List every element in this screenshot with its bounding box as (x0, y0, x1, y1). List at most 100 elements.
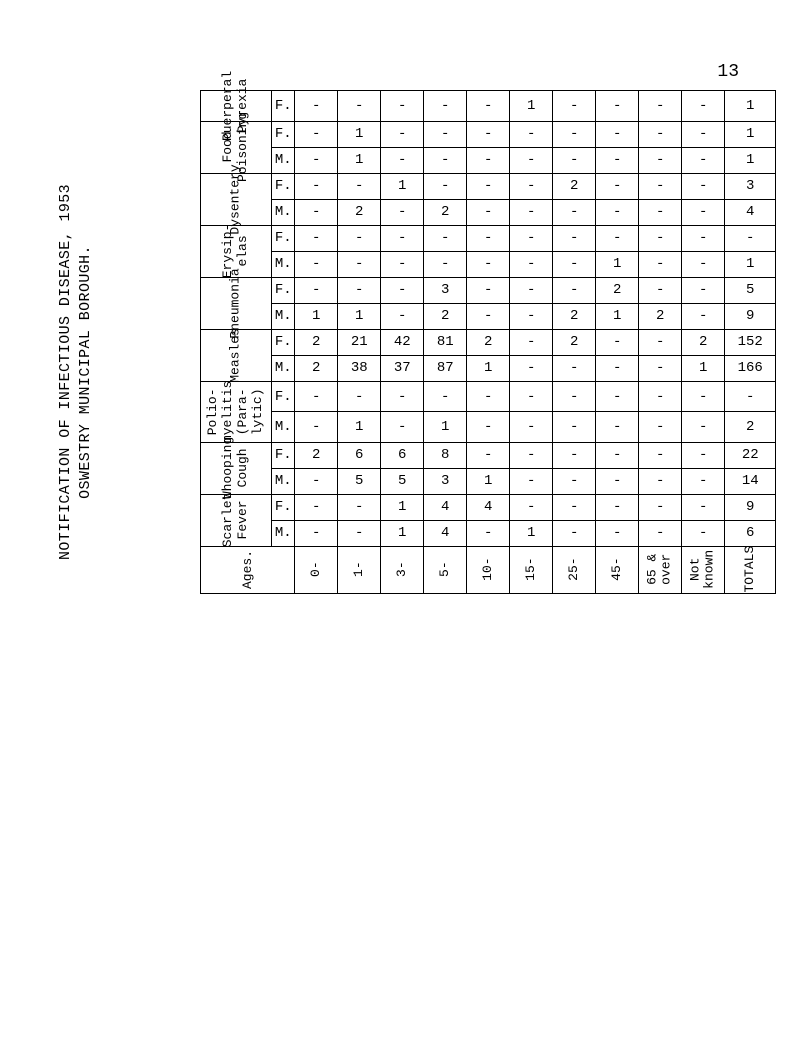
data-cell: - (553, 251, 596, 277)
total-cell: - (725, 381, 776, 411)
data-cell: - (596, 121, 639, 147)
data-cell: - (338, 91, 381, 122)
data-cell: - (553, 121, 596, 147)
data-cell: - (381, 199, 424, 225)
data-cell: 1 (381, 173, 424, 199)
total-cell: 3 (725, 173, 776, 199)
data-cell: - (553, 468, 596, 494)
data-cell: - (682, 381, 725, 411)
data-cell: - (553, 494, 596, 520)
data-cell: - (467, 121, 510, 147)
data-cell: - (639, 251, 682, 277)
sex-label-m: M. (272, 251, 295, 277)
data-cell: - (467, 225, 510, 251)
total-cell: 166 (725, 355, 776, 381)
data-cell: - (295, 173, 338, 199)
data-cell: - (467, 442, 510, 468)
page: 13 NOTIFICATION OF INFECTIOUS DISEASE, 1… (0, 0, 801, 1056)
data-cell: - (639, 225, 682, 251)
data-cell: - (553, 381, 596, 411)
data-cell: - (467, 381, 510, 411)
data-cell: - (467, 520, 510, 546)
sex-label-m: M. (272, 147, 295, 173)
data-cell: - (639, 412, 682, 442)
data-cell: - (596, 355, 639, 381)
data-cell: - (553, 91, 596, 122)
sex-label-m: M. (272, 199, 295, 225)
data-cell: 81 (424, 329, 467, 355)
data-cell: - (424, 173, 467, 199)
data-cell: 87 (424, 355, 467, 381)
data-cell: - (682, 251, 725, 277)
data-cell: - (553, 147, 596, 173)
data-cell: - (596, 412, 639, 442)
data-cell: - (553, 355, 596, 381)
data-cell: - (682, 147, 725, 173)
data-cell: - (553, 225, 596, 251)
sex-label-f: F. (272, 381, 295, 411)
ages-header: Ages. (201, 546, 295, 593)
data-cell: - (682, 412, 725, 442)
data-cell: - (639, 199, 682, 225)
total-cell: 22 (725, 442, 776, 468)
data-cell: - (424, 251, 467, 277)
data-cell: - (510, 199, 553, 225)
data-cell: - (510, 381, 553, 411)
data-cell: - (295, 121, 338, 147)
data-cell: - (381, 147, 424, 173)
data-cell: - (510, 412, 553, 442)
sex-label-f: F. (272, 442, 295, 468)
age-band-label: 0- (295, 546, 338, 593)
data-cell: - (424, 91, 467, 122)
data-cell: - (553, 199, 596, 225)
data-cell: - (596, 468, 639, 494)
data-cell: 8 (424, 442, 467, 468)
data-cell: - (553, 277, 596, 303)
age-band-label: 45- (596, 546, 639, 593)
data-cell: - (295, 520, 338, 546)
data-cell: - (338, 225, 381, 251)
data-cell: - (467, 303, 510, 329)
sex-label-f: F. (272, 329, 295, 355)
data-cell: 2 (295, 355, 338, 381)
data-cell: 1 (510, 520, 553, 546)
data-cell: 1 (381, 520, 424, 546)
data-cell: - (639, 277, 682, 303)
data-cell: 1 (467, 468, 510, 494)
data-cell: 3 (424, 468, 467, 494)
data-cell: 1 (424, 412, 467, 442)
total-cell: 1 (725, 121, 776, 147)
data-cell: - (467, 147, 510, 173)
sex-label-m: M. (272, 412, 295, 442)
data-cell: - (596, 329, 639, 355)
data-cell: - (682, 173, 725, 199)
sex-label-m: M. (272, 303, 295, 329)
sex-label-m: M. (272, 468, 295, 494)
data-cell: 2 (467, 329, 510, 355)
data-cell: - (338, 520, 381, 546)
data-cell: 6 (381, 442, 424, 468)
totals-header: TOTALS (725, 546, 776, 593)
data-cell: - (295, 91, 338, 122)
total-cell: - (725, 225, 776, 251)
data-cell: 1 (682, 355, 725, 381)
total-cell: 1 (725, 91, 776, 122)
data-cell: - (510, 355, 553, 381)
disease-table: PuerperalPyrexiaF.-----1----1FoodPoisoni… (200, 90, 776, 594)
total-cell: 9 (725, 303, 776, 329)
data-cell: 1 (596, 303, 639, 329)
data-cell: - (338, 277, 381, 303)
data-cell: 4 (424, 520, 467, 546)
data-cell: - (596, 225, 639, 251)
data-cell: 1 (467, 355, 510, 381)
sex-label-f: F. (272, 277, 295, 303)
data-cell: - (295, 468, 338, 494)
data-cell: 4 (467, 494, 510, 520)
age-band-label: 10- (467, 546, 510, 593)
data-cell: - (295, 147, 338, 173)
data-cell: - (295, 199, 338, 225)
data-cell: - (381, 277, 424, 303)
data-cell: 4 (424, 494, 467, 520)
total-cell: 152 (725, 329, 776, 355)
data-cell: 1 (596, 251, 639, 277)
